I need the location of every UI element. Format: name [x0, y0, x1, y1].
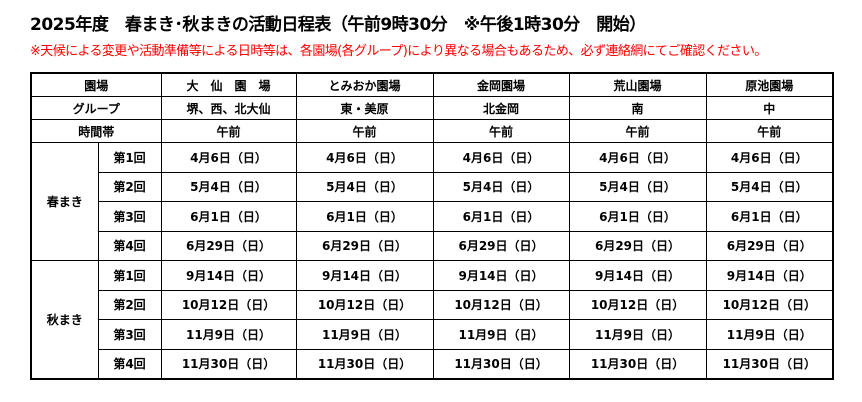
group-cell: 中	[705, 96, 834, 120]
date-cell: 6月1日（日）	[568, 201, 707, 232]
header-row-time: 時間帯 午前 午前 午前 午前 午前	[30, 119, 834, 143]
round-label: 第2回	[97, 171, 162, 202]
round-label: 第3回	[97, 319, 162, 350]
date-cell: 5月4日（日）	[705, 171, 834, 202]
time-cell: 午前	[432, 119, 570, 143]
table-row: 秋まき 第1回 9月14日（日） 9月14日（日） 9月14日（日） 9月14日（日） 9月…	[30, 260, 834, 380]
header-row-venue: 園場大 仙 園 場とみおか園場 金岡園場 荒山園場 原池園場	[30, 72, 834, 97]
date-cell: 6月1日（日）	[432, 201, 570, 232]
date-cell: 4月6日（日）	[705, 142, 834, 173]
round-label: 第4回	[97, 230, 162, 261]
date-cell: 11月30日（日）	[568, 348, 707, 380]
date-cell: 4月6日（日）	[295, 142, 434, 173]
date-cell: 6月29日（日）	[705, 230, 834, 261]
header-row-group: グループ 堺、西、北大仙 東・美原 北金岡南中	[30, 96, 834, 120]
header-label-venue: 園場	[30, 72, 162, 97]
date-cell: 11月30日（日）	[705, 348, 834, 380]
table-row: 第3回 11月9日（日） 11月9日（日） 11月9日（日） 11月9日（日） 11月9日…	[31, 319, 834, 350]
date-cell: 6月1日（日）	[160, 201, 297, 232]
date-cell: 11月9日（日）	[160, 319, 297, 350]
season-label: 春まき	[30, 142, 99, 261]
date-cell: 5月4日（日）	[295, 171, 434, 202]
table-row: 春まき 第1回 4月6日（日） 4月6日（日） 4月6日（日） 4月6日（日） 4月6日（日…	[30, 142, 834, 261]
venue-cell: 金岡園場	[432, 72, 570, 97]
date-cell: 11月30日（日）	[160, 348, 297, 380]
venue-cell: とみおか園場	[295, 72, 434, 97]
schedule-table: 園場大 仙 園 場とみおか園場 金岡園場 荒山園場 原池園場 グループ 堺、西、北大仙 東・…	[30, 72, 835, 380]
table-row: 第3回 6月1日（日） 6月1日（日） 6月1日（日） 6月1日（日） 6月1日（日）	[31, 201, 834, 232]
time-cell: 午前	[568, 119, 707, 143]
venue-cell: 大 仙 園 場	[160, 72, 297, 97]
group-cell: 北金岡	[432, 96, 570, 120]
header-label-time: 時間帯	[30, 119, 162, 143]
date-cell: 6月29日（日）	[432, 230, 570, 261]
group-cell: 南	[568, 96, 707, 120]
date-cell: 6月29日（日）	[568, 230, 707, 261]
date-cell: 6月1日（日）	[295, 201, 434, 232]
date-cell: 10月12日（日）	[432, 289, 570, 320]
date-cell: 9月14日（日）	[432, 260, 570, 291]
date-cell: 4月6日（日）	[160, 142, 297, 173]
date-cell: 11月30日（日）	[295, 348, 434, 380]
round-label: 第2回	[97, 289, 162, 320]
time-cell: 午前	[160, 119, 297, 143]
group-cell: 東・美原	[295, 96, 434, 120]
date-cell: 11月9日（日）	[705, 319, 834, 350]
date-cell: 6月29日（日）	[295, 230, 434, 261]
table-row: 第2回 5月4日（日） 5月4日（日） 5月4日（日） 5月4日（日） 5月4日（日）	[31, 171, 834, 202]
venue-cell: 原池園場	[705, 72, 834, 97]
date-cell: 5月4日（日）	[568, 171, 707, 202]
round-label: 第3回	[97, 201, 162, 232]
time-cell: 午前	[295, 119, 434, 143]
table-row: 第2回 10月12日（日） 10月12日（日） 10月12日（日） 10月12日（日） 1…	[31, 289, 834, 320]
date-cell: 11月9日（日）	[432, 319, 570, 350]
date-cell: 9月14日（日）	[568, 260, 707, 291]
date-cell: 9月14日（日）	[160, 260, 297, 291]
date-cell: 11月9日（日）	[295, 319, 434, 350]
date-cell: 10月12日（日）	[568, 289, 707, 320]
page-title: 2025年度 春まき･秋まきの活動日程表（午前9時30分 ※午後1時30分 開始…	[30, 15, 646, 35]
venue-cell: 荒山園場	[568, 72, 707, 97]
date-cell: 9月14日（日）	[295, 260, 434, 291]
season-label: 秋まき	[30, 260, 99, 380]
round-label: 第4回	[97, 348, 162, 380]
round-label: 第1回	[97, 142, 162, 173]
table-row: 第4回 6月29日（日） 6月29日（日） 6月29日（日） 6月29日（日） 6月29日…	[31, 230, 834, 261]
group-cell: 堺、西、北大仙	[160, 96, 297, 120]
date-cell: 10月12日（日）	[295, 289, 434, 320]
notice-text: ※天候による変更や活動準備等による日時等は、各園場(各グループ)により異なる場合…	[30, 44, 767, 59]
table-row: 第4回 11月30日（日） 11月30日（日） 11月30日（日） 11月30日（日） 1…	[31, 348, 834, 380]
date-cell: 10月12日（日）	[705, 289, 834, 320]
date-cell: 5月4日（日）	[160, 171, 297, 202]
round-label: 第1回	[97, 260, 162, 291]
date-cell: 6月29日（日）	[160, 230, 297, 261]
date-cell: 11月9日（日）	[568, 319, 707, 350]
date-cell: 10月12日（日）	[160, 289, 297, 320]
time-cell: 午前	[705, 119, 834, 143]
date-cell: 11月30日（日）	[432, 348, 570, 380]
date-cell: 5月4日（日）	[432, 171, 570, 202]
header-label-group: グループ	[30, 96, 162, 120]
date-cell: 9月14日（日）	[705, 260, 834, 291]
date-cell: 4月6日（日）	[432, 142, 570, 173]
date-cell: 6月1日（日）	[705, 201, 834, 232]
date-cell: 4月6日（日）	[568, 142, 707, 173]
